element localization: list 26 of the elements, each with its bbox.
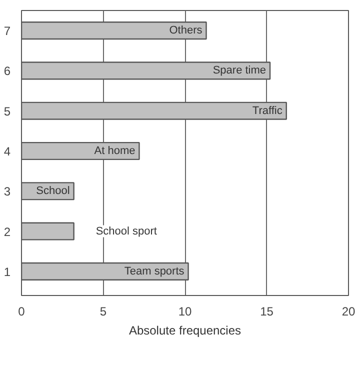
bar [22, 222, 74, 240]
annotation: School [36, 185, 70, 198]
y-tick-label: 6 [4, 64, 11, 78]
annotation: Spare time [212, 64, 266, 77]
annotation: Others [169, 24, 203, 37]
x-tick-label: 20 [342, 304, 355, 318]
x-tick-label: 15 [260, 304, 274, 318]
y-tick-label: 5 [4, 104, 11, 118]
bar [22, 22, 207, 40]
y-tick-label: 1 [4, 264, 11, 279]
annotation: Traffic [252, 104, 283, 117]
bar [22, 102, 287, 120]
y-tick-label: 4 [4, 144, 11, 158]
bar [22, 142, 140, 160]
x-tick-label: 5 [100, 304, 107, 318]
bar [22, 62, 271, 80]
annotation: At home [94, 144, 136, 157]
y-tick-label: 3 [4, 184, 11, 199]
bar [22, 262, 189, 280]
x-axis-title: Absolute frequencies [128, 324, 242, 338]
annotation: School sport [96, 225, 157, 238]
annotation: Team sports [124, 265, 185, 278]
y-tick-label: 7 [4, 24, 11, 38]
x-tick-label: 10 [178, 304, 192, 318]
x-tick-label: 0 [18, 304, 26, 318]
y-tick-label: 2 [4, 224, 11, 239]
